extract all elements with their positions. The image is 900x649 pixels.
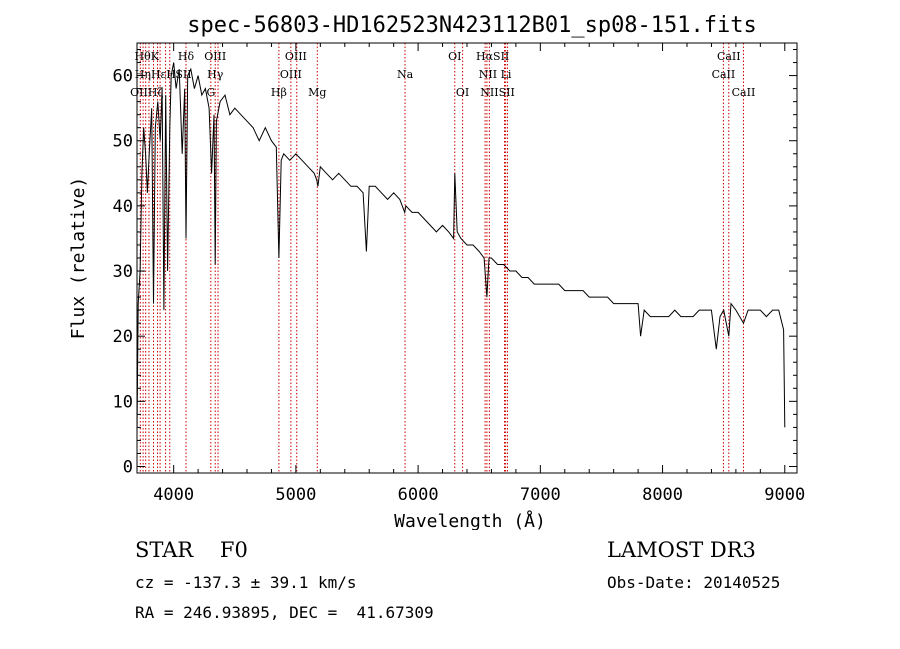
y-tick-label: 30 — [113, 262, 133, 282]
line-label: OIIHζ — [130, 86, 163, 99]
x-tick-label: 5000 — [275, 485, 316, 505]
velocity-readout: cz = -137.3 ± 39.1 km/s — [135, 573, 357, 592]
object-class: STAR F0 — [135, 538, 248, 562]
line-label: Hβ — [271, 86, 287, 99]
line-label: CaII — [732, 86, 756, 99]
y-tick-label: 40 — [113, 197, 133, 217]
x-tick-label: 8000 — [642, 485, 683, 505]
spectrum-chart: spec-56803-HD162523N423112B01_sp08-151.f… — [68, 13, 805, 530]
line-label: Na — [397, 68, 414, 81]
y-tick-label: 50 — [113, 132, 133, 152]
x-tick-label: 9000 — [764, 485, 805, 505]
line-label: HθK — [135, 50, 160, 63]
x-tick-label: 4000 — [153, 485, 194, 505]
line-label: OIII — [285, 50, 307, 63]
survey-name: LAMOST DR3 — [607, 538, 756, 562]
line-label: HηHεH — [135, 68, 176, 81]
y-axis-label: Flux (relative) — [68, 177, 89, 340]
line-label: Mg — [308, 86, 326, 99]
line-label: OI — [456, 86, 469, 99]
line-label: G — [207, 86, 216, 99]
line-label: CaII — [717, 50, 741, 63]
x-axis-label: Wavelength (Å) — [394, 510, 546, 530]
line-label: OI — [448, 50, 461, 63]
y-tick-label: 60 — [113, 67, 133, 87]
line-label: HαSII — [476, 50, 509, 63]
y-tick-label: 10 — [113, 392, 133, 412]
line-label: NII Li — [479, 68, 512, 81]
line-label: Hγ — [207, 68, 224, 81]
line-label: NIISII — [480, 86, 515, 99]
coordinates: RA = 246.93895, DEC = 41.67309 — [135, 603, 434, 622]
spectrum-line — [136, 62, 786, 434]
y-tick-label: 20 — [113, 327, 133, 347]
line-marker-layer — [139, 43, 744, 473]
x-tick-label: 7000 — [520, 485, 561, 505]
obs-date: Obs-Date: 20140525 — [607, 573, 781, 592]
line-label: OIII — [280, 68, 302, 81]
chart-title: spec-56803-HD162523N423112B01_sp08-151.f… — [187, 13, 757, 38]
axis-ticks: 4000 5000 6000 7000 8000 9000 0 10 20 30 40 50 60 — [113, 43, 805, 505]
line-label: CaII — [712, 68, 736, 81]
line-label: OIII — [204, 50, 226, 63]
y-tick-label: 0 — [123, 457, 133, 477]
x-tick-label: 6000 — [398, 485, 439, 505]
line-label: Hδ — [178, 50, 195, 63]
plot-frame — [136, 42, 798, 474]
